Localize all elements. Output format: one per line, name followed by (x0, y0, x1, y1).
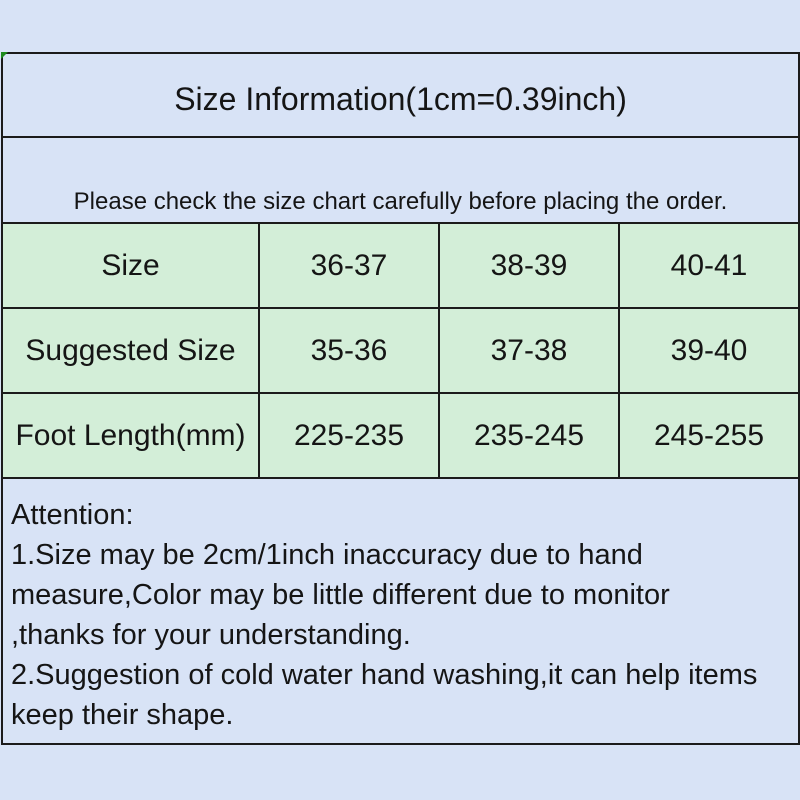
attention-line: 1.Size may be 2cm/1inch inaccuracy due t… (11, 539, 643, 571)
row-label-foot-length: Foot Length(mm) (1, 392, 260, 479)
notice-row: Please check the size chart carefully be… (0, 136, 800, 224)
size-chart-table: Size Information(1cm=0.39inch) Please ch… (0, 52, 800, 745)
row-label-suggested-size: Suggested Size (1, 307, 260, 394)
size-value-cell: 225-235 (258, 392, 440, 479)
attention-line: measure,Color may be little different du… (11, 579, 670, 611)
size-chart-sheet: Size Information(1cm=0.39inch) Please ch… (0, 52, 800, 745)
size-value-cell: 39-40 (617, 307, 800, 394)
attention-line: 2.Suggestion of cold water hand washing,… (11, 659, 758, 691)
size-value-cell: 245-255 (617, 392, 800, 479)
attention-line: keep their shape. (11, 699, 234, 731)
size-value-cell: 235-245 (438, 392, 620, 479)
green-corner-artifact (1, 52, 8, 59)
attention-line: ,thanks for your understanding. (11, 619, 411, 651)
size-value-cell: 37-38 (438, 307, 620, 394)
attention-row: Attention: 1.Size may be 2cm/1inch inacc… (0, 477, 800, 745)
size-value-cell: 36-37 (258, 222, 440, 309)
attention-block: Attention: 1.Size may be 2cm/1inch inacc… (0, 477, 800, 745)
table-row-size: Size 36-37 38-39 40-41 (1, 222, 800, 309)
table-row-foot-length: Foot Length(mm) 225-235 235-245 245-255 (1, 392, 800, 479)
page-title: Size Information(1cm=0.39inch) (0, 52, 800, 138)
table-row-suggested-size: Suggested Size 35-36 37-38 39-40 (1, 307, 800, 394)
attention-heading: Attention: (11, 499, 134, 531)
size-value-cell: 40-41 (617, 222, 800, 309)
row-label-size: Size (1, 222, 260, 309)
title-row: Size Information(1cm=0.39inch) (0, 52, 800, 138)
size-check-notice: Please check the size chart carefully be… (0, 136, 800, 224)
size-value-cell: 38-39 (438, 222, 620, 309)
size-value-cell: 35-36 (258, 307, 440, 394)
